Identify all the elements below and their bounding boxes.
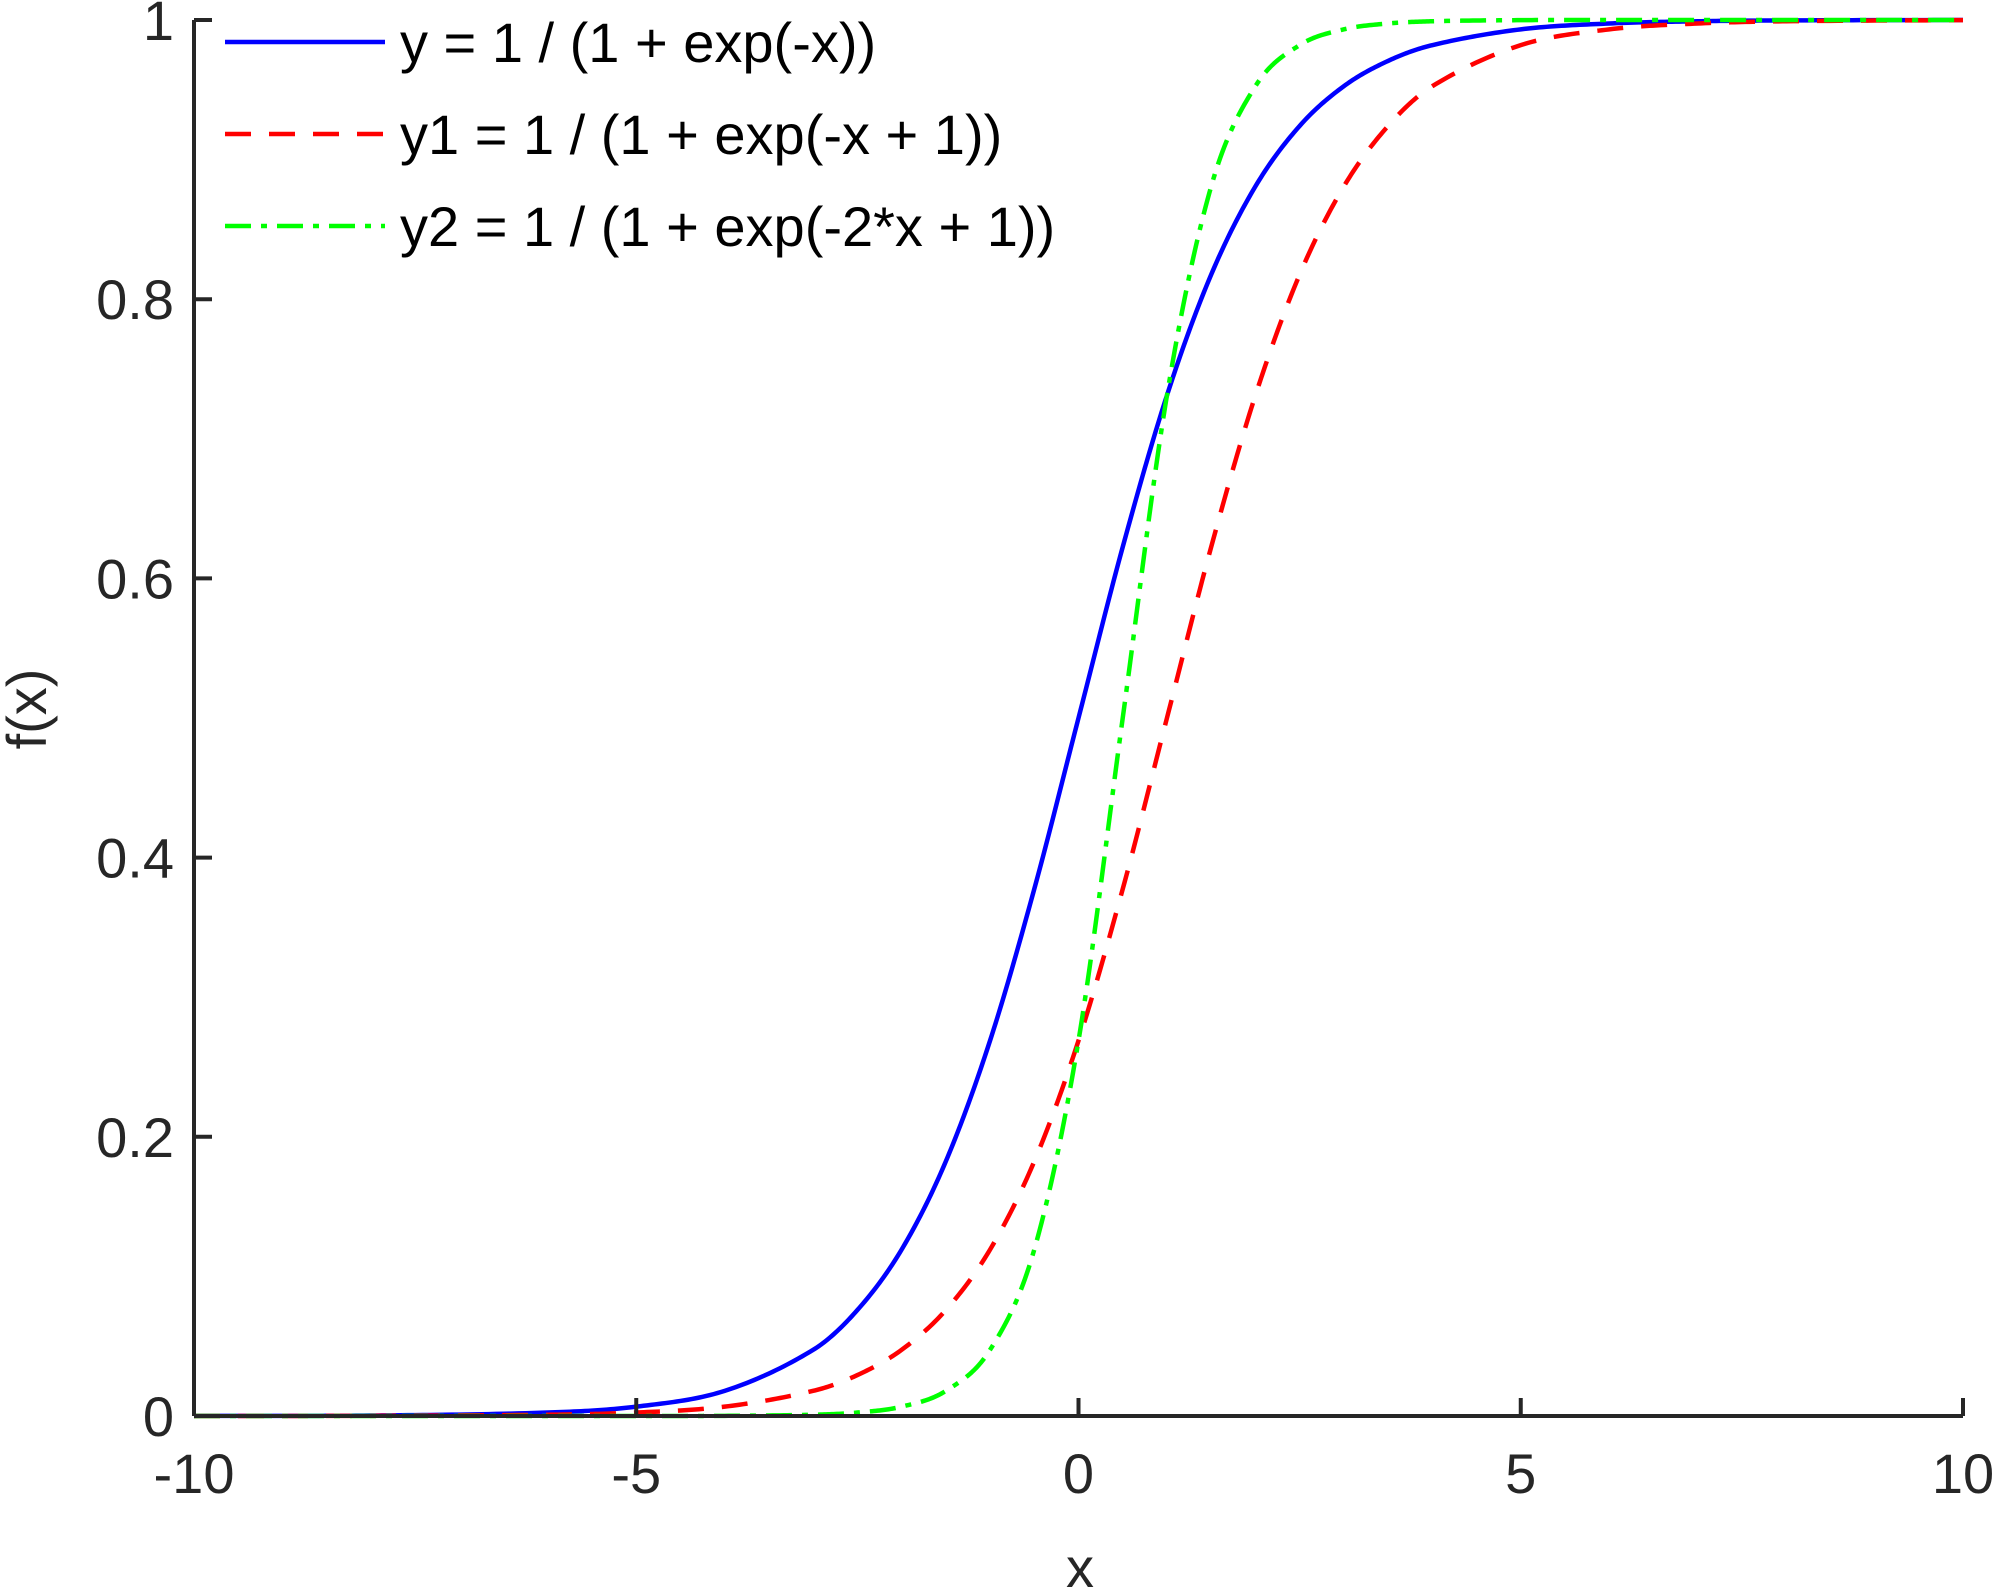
legend: y = 1 / (1 + exp(-x)) y1 = 1 / (1 + exp(-… (225, 11, 1055, 258)
y-tick-label: 0.6 (96, 547, 174, 610)
x-tick-label: 5 (1505, 1442, 1536, 1505)
x-tick-label: -10 (154, 1442, 235, 1505)
legend-label-2: y1 = 1 / (1 + exp(-x + 1)) (400, 103, 1002, 166)
series-line-1 (193, 17, 1964, 1419)
x-tick-label: 0 (1063, 1442, 1094, 1505)
series-line-2 (193, 17, 1964, 1419)
y-tick-label: 0.8 (96, 268, 174, 331)
x-tick-label: -5 (611, 1442, 661, 1505)
ticks: -10 -5 0 5 10 0 0.2 0.4 0.6 0.8 1 (96, 0, 1994, 1505)
y-axis-label: f(x) (0, 669, 58, 750)
y-tick-label: 0.2 (96, 1106, 174, 1169)
y-tick-label: 0.4 (96, 827, 174, 890)
x-tick-label: 10 (1932, 1442, 1994, 1505)
x-axis-label: x (1066, 1536, 1094, 1592)
y-tick-label: 1 (143, 0, 174, 52)
y-tick-label: 0 (143, 1385, 174, 1448)
legend-label-1: y = 1 / (1 + exp(-x)) (400, 11, 876, 74)
legend-label-3: y2 = 1 / (1 + exp(-2*x + 1)) (400, 195, 1055, 258)
